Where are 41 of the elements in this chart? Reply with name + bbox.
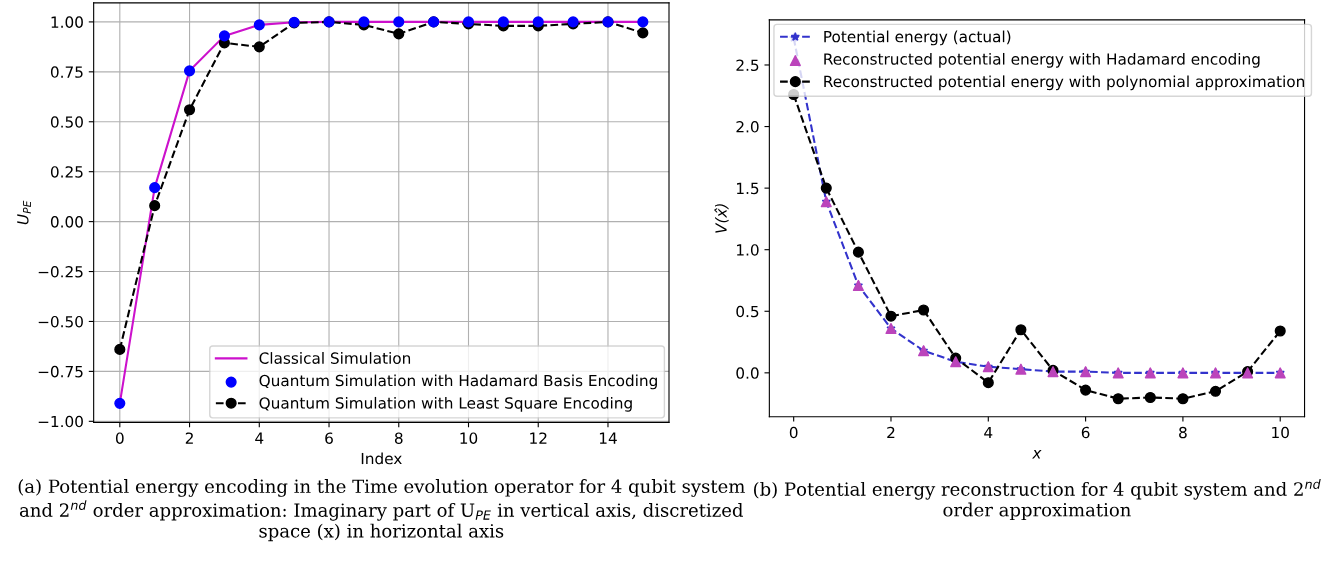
x-tick-label: 2	[185, 432, 193, 444]
legend-label: Reconstructed potential energy with polynomial approximation	[824, 75, 1305, 91]
x-tick-label: 14	[599, 432, 617, 444]
legend-label: Potential energy (actual)	[824, 30, 1011, 46]
y-tick-label: 1.0	[737, 244, 759, 256]
y-tick-label: 2.0	[736, 121, 759, 133]
x-tick-label: 4	[255, 432, 264, 444]
y-tick-label: −0.25	[38, 266, 83, 278]
text: (b) Potential energy reconstruction for 4 qubit system and 2$^{nd}$ order approximation	[754, 479, 1321, 521]
x-tick-label: 10	[460, 432, 478, 444]
legend-label: Quantum Simulation with Hadamard Basis Encoding	[259, 374, 657, 390]
x-tick-label: 8	[1179, 426, 1187, 439]
y-tick-label: −0.50	[38, 315, 83, 328]
y-tick-label: 0.75	[50, 66, 83, 78]
y-tick-label: 0.00	[50, 216, 83, 228]
y-axis-title: V(x̂)	[714, 204, 729, 233]
x-tick-label: 8	[394, 432, 403, 444]
y-tick-label: 0.50	[50, 116, 83, 128]
x-tick-label: 6	[1081, 426, 1090, 439]
y-tick-label: 0.25	[50, 166, 83, 178]
x-tick-label: 6	[325, 432, 333, 444]
y-axis-title: U$_{PE}$	[17, 200, 31, 225]
x-axis-title: Index	[361, 452, 402, 465]
y-tick-label: 1.00	[51, 16, 83, 28]
x-tick-label: 4	[984, 426, 993, 439]
legend-label: Reconstructed potential energy with Hadamard encoding	[824, 52, 1260, 68]
y-tick-label: −1.00	[38, 415, 83, 428]
x-tick-label: 0	[115, 432, 124, 444]
y-tick-label: 0.5	[736, 305, 759, 318]
y-tick-label: −0.75	[38, 365, 83, 378]
x-tick-label: 10	[1272, 426, 1289, 439]
text: (a) Potential energy encoding in the Time evolution operator for 4 qubit system and 2$^{nd}$ order approximation: Imaginary part of U$_{PE}$ in vertical axis, discretized space (x) in horizontal axis	[18, 479, 745, 542]
x-axis-title: x	[1032, 450, 1042, 459]
legend-label: Classical Simulation	[259, 352, 411, 364]
x-tick-label: 12	[530, 432, 547, 444]
y-tick-label: 2.5	[736, 59, 759, 71]
legend-label: Quantum Simulation with Least Square Encoding	[259, 396, 632, 412]
y-tick-label: 0.0	[736, 367, 759, 379]
x-tick-label: 0	[789, 426, 798, 439]
y-tick-label: 1.5	[737, 182, 759, 195]
x-tick-label: 2	[887, 426, 895, 439]
